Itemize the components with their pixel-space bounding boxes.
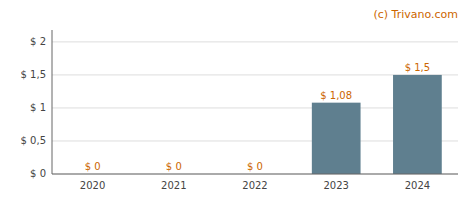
x-tick-label: 2024: [405, 180, 430, 191]
x-axis: 2020 2021 2022 2023 2024: [80, 180, 430, 191]
data-label: $ 1,5: [405, 62, 430, 73]
x-tick-label: 2020: [80, 180, 105, 191]
grid: [52, 42, 458, 174]
y-tick-label: $ 0: [30, 168, 46, 179]
data-label: $ 1,08: [320, 90, 352, 101]
y-tick-label: $ 1: [30, 102, 46, 113]
x-tick-label: 2022: [242, 180, 267, 191]
y-tick-label: $ 1,5: [21, 69, 46, 80]
x-axis-line: [52, 174, 458, 175]
data-labels: $ 0 $ 0 $ 0 $ 1,08 $ 1,5: [85, 62, 430, 172]
y-tick-label: $ 0,5: [21, 135, 46, 146]
annotations: (c) Trivano.com: [373, 8, 458, 21]
axes: [52, 30, 458, 174]
x-tick-label: 2023: [323, 180, 348, 191]
y-axis-line: [52, 30, 53, 174]
grid-line: [52, 174, 458, 175]
y-tick-label: $ 2: [30, 36, 46, 47]
data-label: $ 0: [247, 161, 263, 172]
bar: [312, 103, 361, 174]
watermark: (c) Trivano.com: [373, 8, 458, 21]
page: {"chart_data": {"type": "bar", "annotati…: [0, 0, 470, 200]
x-tick-label: 2021: [161, 180, 186, 191]
bar: [393, 75, 442, 174]
data-label: $ 0: [85, 161, 101, 172]
y-axis: $ 0 $ 0,5 $ 1 $ 1,5 $ 2: [21, 36, 46, 179]
grid-line: [52, 41, 458, 42]
chart: $ 0 $ 0,5 $ 1 $ 1,5 $ 2 2020 2021 2022 2023 2024 $…: [0, 0, 470, 200]
chart-container: $ 0 $ 0,5 $ 1 $ 1,5 $ 2 2020 2021 2022 2023 2024 $…: [0, 0, 470, 200]
bars: [312, 75, 442, 174]
data-label: $ 0: [166, 161, 182, 172]
